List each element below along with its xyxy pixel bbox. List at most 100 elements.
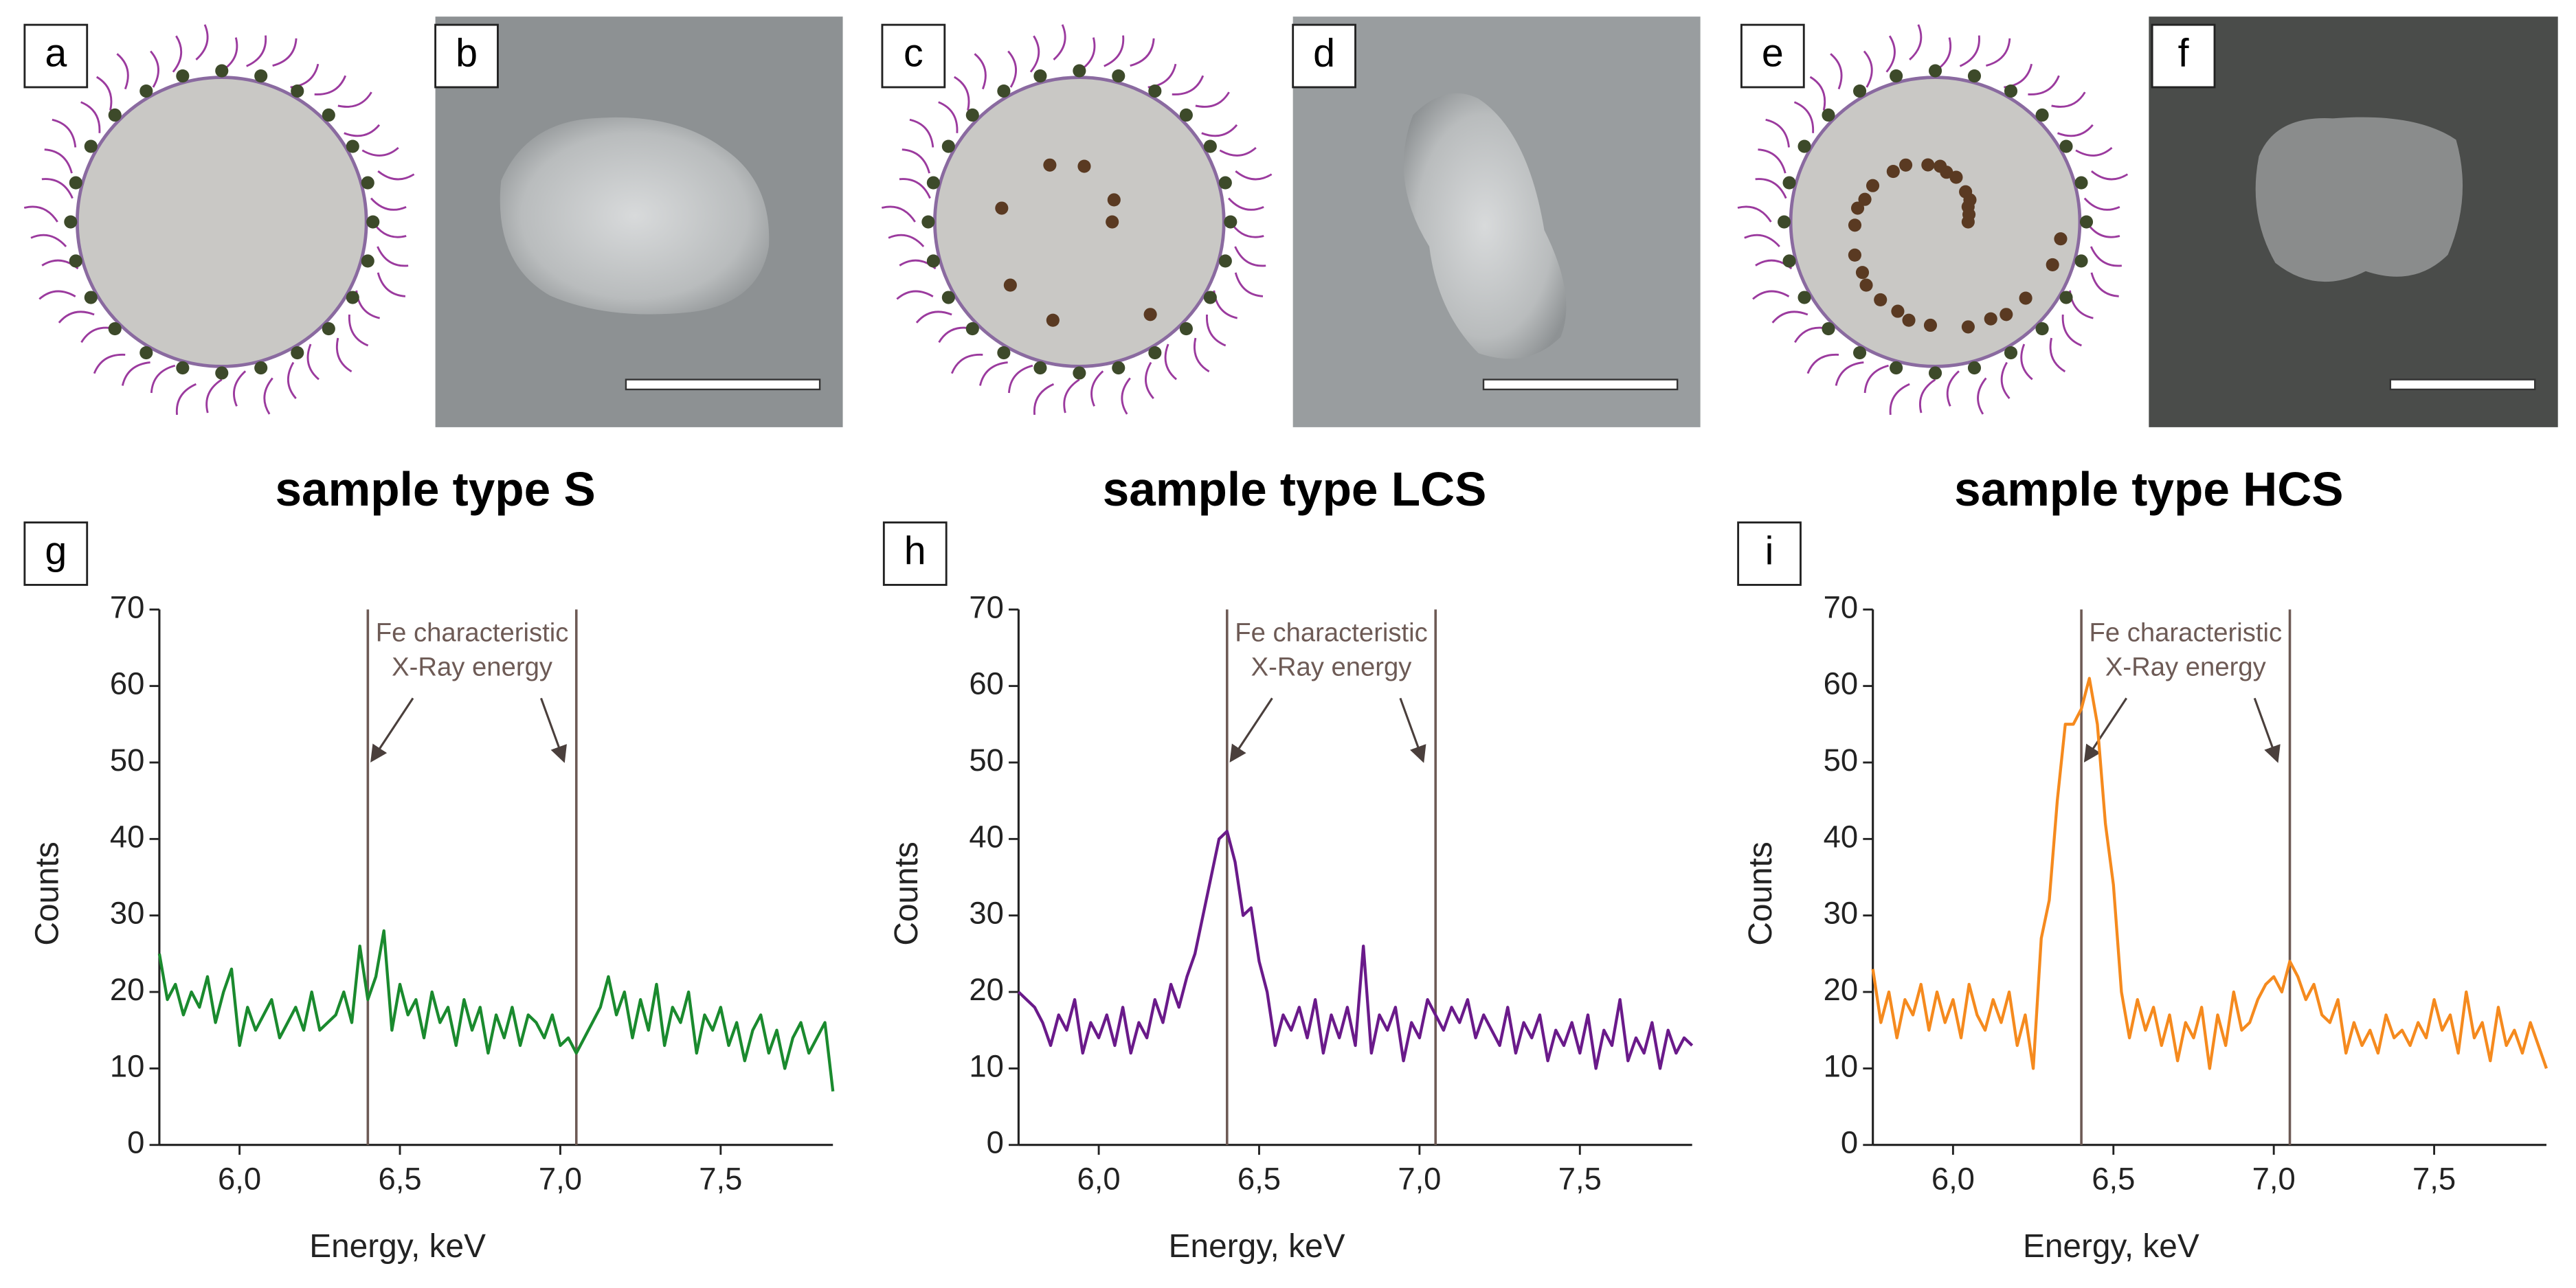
particle-dot: [215, 366, 229, 380]
y-tick-label: 0: [1841, 1125, 1858, 1160]
fiber: [915, 310, 952, 324]
particle: [1403, 93, 1567, 359]
panel-label: h: [904, 529, 926, 573]
y-axis-label: Counts: [1743, 841, 1779, 945]
fiber: [2090, 272, 2119, 297]
particle-dot: [1967, 69, 1982, 83]
particle-dot: [139, 84, 153, 98]
fiber: [1172, 75, 1205, 95]
fiber: [1147, 63, 1177, 89]
annotation: X-Ray energy: [2105, 652, 2267, 681]
fiber: [1758, 148, 1787, 174]
fiber: [205, 379, 223, 414]
x-tick-label: 7,5: [699, 1161, 742, 1196]
x-tick-label: 7,0: [2252, 1161, 2296, 1196]
panel-label-box: [434, 23, 499, 89]
particle-dot: [361, 254, 374, 268]
particle-dot: [1899, 158, 1913, 172]
arrow: [1399, 697, 1426, 763]
particle-dot: [322, 108, 335, 122]
particle-dot: [108, 108, 122, 122]
y-axis-label: Counts: [888, 841, 925, 945]
panel-label: b: [456, 32, 478, 76]
panel-label-box: [882, 521, 948, 586]
fiber: [1007, 50, 1017, 88]
fiber: [1228, 197, 1264, 211]
fiber: [1765, 118, 1790, 148]
particle-dot: [1923, 318, 1938, 332]
particle-dot: [1203, 291, 1217, 304]
fiber: [1029, 35, 1040, 73]
x-tick-label: 6,5: [378, 1161, 421, 1196]
fiber: [38, 290, 76, 300]
particle-dot: [2035, 108, 2049, 122]
panel-label: e: [1762, 32, 1784, 76]
x-tick-label: 6,0: [218, 1161, 261, 1196]
particle-dot: [1822, 322, 1835, 336]
y-tick-label: 30: [1824, 896, 1859, 931]
particle-dot: [2035, 322, 2049, 336]
particle-dot: [1224, 215, 1237, 229]
scale-bar: [625, 379, 821, 391]
fiber: [2028, 75, 2060, 95]
particle-dot: [1778, 215, 1791, 229]
annotation: X-Ray energy: [1251, 652, 1413, 681]
fiber: [1090, 370, 1104, 407]
fiber: [344, 124, 381, 137]
x-tick-label: 7,0: [1398, 1161, 1441, 1196]
fiber: [377, 272, 406, 297]
x-tick-label: 6,0: [1077, 1161, 1121, 1196]
fiber: [150, 50, 159, 88]
fiber: [1863, 364, 1889, 394]
particle-dot: [926, 176, 940, 190]
particle-dot: [176, 361, 190, 375]
particle-dot: [84, 139, 98, 153]
particle-dot: [1890, 361, 1903, 375]
x-tick-label: 7,5: [1558, 1161, 1602, 1196]
y-tick-label: 10: [969, 1048, 1004, 1083]
x-tick-label: 6,0: [1931, 1161, 1975, 1196]
particle-dot: [997, 346, 1011, 360]
particle-dot: [366, 215, 380, 229]
particle-dot: [1852, 346, 1867, 360]
fiber: [896, 290, 934, 300]
particle-dot: [1848, 248, 1861, 262]
panel-label-box: [1292, 23, 1356, 89]
y-tick-label: 30: [110, 896, 145, 931]
fiber: [950, 354, 983, 374]
fiber: [899, 178, 931, 199]
fiber: [938, 101, 959, 133]
y-tick-label: 40: [1824, 819, 1859, 854]
fiber: [1830, 53, 1843, 90]
fiber: [361, 146, 399, 157]
fiber: [121, 361, 150, 386]
particle-dot: [69, 254, 82, 268]
y-tick-label: 60: [1824, 666, 1859, 701]
panel-label-box: [1740, 23, 1805, 89]
fiber: [1752, 290, 1790, 300]
particle-dot: [1852, 84, 1867, 98]
y-tick-label: 60: [110, 666, 145, 701]
particle-dot: [1218, 176, 1232, 190]
y-tick-label: 50: [969, 743, 1004, 778]
fiber: [1063, 379, 1080, 414]
fiber: [2075, 146, 2113, 157]
particle-dot: [2074, 254, 2088, 268]
fiber: [172, 35, 183, 73]
particle-dot: [1797, 139, 1811, 153]
arrow: [2083, 697, 2128, 763]
cell: [933, 76, 1226, 368]
chart: sample type HCS 0 10 20 30 40 50 60 70 6,0 6,5 7,0 7…: [1743, 462, 2548, 1265]
particle-dot: [2054, 232, 2068, 246]
fiber: [1863, 50, 1873, 88]
particle-dot: [1891, 304, 1905, 318]
particle-dot: [965, 108, 979, 122]
fiber: [30, 234, 67, 247]
fiber: [44, 148, 73, 174]
y-tick-label: 70: [1824, 589, 1859, 624]
particle-dot: [1850, 201, 1865, 215]
particle-dot: [1874, 293, 1888, 306]
x-axis-label: Energy, keV: [309, 1228, 486, 1265]
spectrum-line: [1871, 677, 2548, 1070]
particle-dot: [291, 346, 304, 360]
